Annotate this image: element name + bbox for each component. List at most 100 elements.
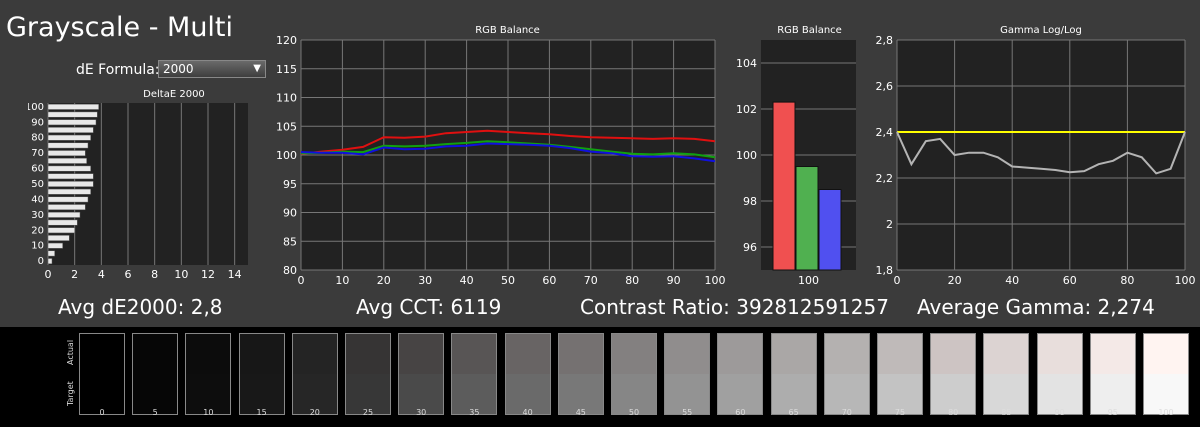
swatch [664,333,711,415]
rgb-line-x-tick-label: 100 [705,274,726,287]
gamma-x-tick-label: 20 [948,274,962,287]
deltae-x-tick-label: 14 [228,268,242,281]
deltae-y-tick-label: 100 [28,102,44,113]
swatch [451,333,498,415]
rgb-bar-y-tick-label: 102 [736,103,757,116]
deltae-x-tick-label: 8 [151,268,158,281]
swatch-target [133,374,178,414]
rgb-line-y-tick-label: 85 [283,235,297,248]
swatch-label: 0 [99,408,105,417]
rgb-line-y-tick-label: 100 [276,149,297,162]
swatch-label: 90 [1054,408,1065,417]
swatch-label: 95 [1107,408,1118,417]
deltae-y-tick-label: 70 [31,148,44,159]
gamma-x-tick-label: 60 [1063,274,1077,287]
formula-select-value: 2000 [163,62,194,76]
rgb-line-y-tick-label: 95 [283,178,297,191]
avg-de-readout: Avg dE2000: 2,8 [58,295,223,319]
swatch-actual [505,334,550,374]
rgb-bar-y-tick-label: 104 [736,57,757,70]
swatch-label: 75 [894,408,906,417]
rgb-bar-chart-title: RGB Balance [777,25,842,36]
swatch-target [771,374,816,414]
swatch-target [80,374,124,414]
deltae-x-tick-label: 6 [125,268,132,281]
swatch [930,333,977,415]
swatch-label: 65 [788,408,799,417]
gamma-x-tick-label: 80 [1120,274,1134,287]
deltae-chart-title: DeltaE 2000 [143,89,205,100]
swatch-actual [824,334,869,374]
gamma-y-tick-label: 2,2 [876,172,894,185]
rgb-line-x-tick-label: 10 [335,274,349,287]
rgb-line-y-tick-label: 115 [276,63,297,76]
swatch-actual [399,334,444,374]
deltae-bar [47,188,91,195]
gamma-y-tick-label: 2,6 [876,80,894,93]
rgb-line-x-tick-label: 30 [418,274,432,287]
rgb-line-x-tick-label: 0 [298,274,305,287]
deltae-y-tick-label: 80 [31,133,44,144]
swatch-target [984,374,1029,414]
rgb-bar-0 [772,101,796,271]
rgb-line-x-tick-label: 60 [542,274,556,287]
rgb-bar-y-tick-label: 100 [736,149,757,162]
swatch-target [1090,374,1135,414]
analysis-panel: Grayscale - Multi dE Formula: 2000 ▼ Del… [0,0,1200,327]
swatch [611,333,657,415]
swatch [185,333,232,415]
swatch-label: 30 [416,408,427,417]
deltae-bar [47,165,91,172]
rgb-line-x-tick-label: 80 [625,274,639,287]
swatch-actual [239,334,284,374]
deltae-bar [47,196,89,203]
deltae-bar [47,235,70,241]
swatch-label: 80 [948,408,959,417]
deltae-bar [47,111,98,118]
swatch-label: 45 [575,408,586,417]
gamma-chart: 1,8 2 2,2 2,4 2,6 2,8 0 20 40 60 80 100 [876,34,1196,287]
swatch-actual [612,334,656,374]
deltae-bar [47,119,97,126]
rgb-line-x-tick-label: 70 [584,274,598,287]
formula-select[interactable]: 2000 ▼ [158,60,266,78]
deltae-x-tick-label: 4 [98,268,105,281]
rgb-line-series-line-0 [300,129,716,155]
gamma-y-tick-label: 2,8 [876,34,894,47]
formula-label: dE Formula: [76,62,160,78]
swatch-target [878,374,922,414]
gamma-plot-area [897,40,1185,270]
deltae-bar [47,211,81,218]
rgb-bar-y-tick-label: 96 [743,241,757,254]
swatch-label: 10 [203,408,214,417]
gamma-x-tick-label: 0 [894,274,901,287]
target-row-label: Target [66,381,75,406]
swatch-target [186,374,231,414]
swatch-actual [1037,334,1082,374]
rgb-line-x-tick-label: 90 [667,274,681,287]
deltae-y-tick-label: 40 [31,194,44,205]
deltae-bar [47,242,63,249]
deltae-x-tick-label: 2 [71,268,78,281]
rgb-line-series-line-1 [300,140,716,159]
deltae-bar [47,134,91,141]
average-gamma-readout: Average Gamma: 2,274 [917,295,1155,319]
swatch-target [612,374,656,414]
swatch [1036,333,1083,415]
swatch-actual [558,334,603,374]
rgb-line-chart-title: RGB Balance [475,25,540,36]
swatch [291,333,338,415]
swatch [983,333,1030,415]
swatch-actual [931,334,976,374]
rgb-line-chart: 80 85 90 95 100 105 110 115 120 0 10 20 30 40 50 60 70 80… [276,34,726,287]
deltae-y-tick-label: 20 [31,225,44,236]
rgb-line-series-line-2 [300,142,716,163]
swatch-target [665,374,710,414]
deltae-bar [47,142,89,149]
swatch-actual [878,334,922,374]
deltae-x-tick-label: 0 [45,268,52,281]
swatch-label: 60 [735,408,746,417]
gamma-x-tick-label: 100 [1175,274,1196,287]
swatch-actual [1090,334,1135,374]
swatch [398,333,445,415]
